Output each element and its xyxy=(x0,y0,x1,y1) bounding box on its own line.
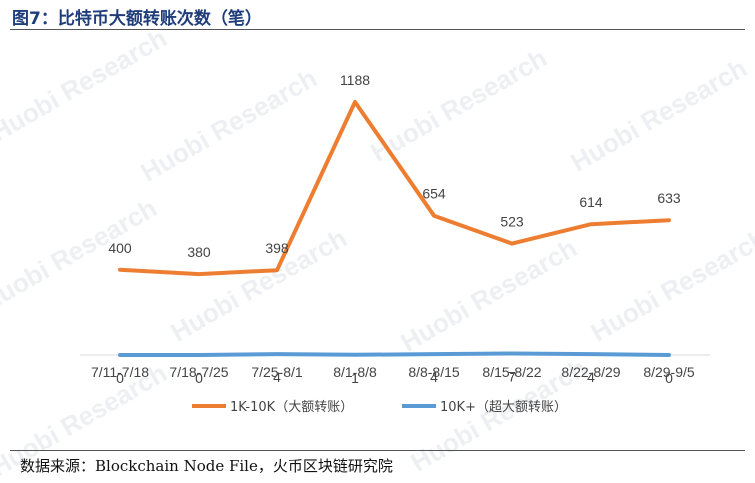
data-label-series-1: 400 xyxy=(108,240,132,256)
x-tick-label: 8/29-9/5 xyxy=(643,364,695,380)
x-tick-label: 7/25-8/1 xyxy=(251,364,303,380)
data-label-series-2: 1 xyxy=(351,370,359,386)
data-label-series-2: 4 xyxy=(587,369,595,385)
data-label-series-1: 398 xyxy=(265,240,289,256)
x-tick-label: 7/11-7/18 xyxy=(91,364,149,380)
data-label-series-2: 7 xyxy=(508,369,516,385)
figure-source: 数据来源：Blockchain Node File，火币区块链研究院 xyxy=(20,457,393,475)
data-label-series-2: 4 xyxy=(273,369,281,385)
title-divider xyxy=(10,29,745,30)
x-tick-label: 8/8-8/15 xyxy=(408,364,460,380)
data-label-series-2: 0 xyxy=(195,370,203,386)
data-label-series-2: 0 xyxy=(116,370,124,386)
data-label-series-1: 1188 xyxy=(340,72,370,88)
x-tick-label: 7/18-7/25 xyxy=(169,364,228,380)
line-chart: 7/11-7/18 7/18-7/25 7/25-8/1 8/1-8/8 8/8-8/1… xyxy=(80,72,710,415)
data-label-series-2: 0 xyxy=(665,370,673,386)
data-label-series-1: 380 xyxy=(187,244,211,260)
data-label-series-1: 633 xyxy=(657,190,681,206)
series-line-2 xyxy=(118,351,671,357)
legend-label-1: 1K-10K（大额转账） xyxy=(230,400,353,415)
x-tick-label: 8/22-8/29 xyxy=(561,364,620,380)
x-tick-label: 8/15-8/22 xyxy=(482,364,541,380)
series-line-1 xyxy=(118,100,671,277)
figure-title: 图7：比特币大额转账次数（笔） xyxy=(12,9,262,29)
data-label-series-1: 654 xyxy=(422,186,446,202)
data-label-series-1: 614 xyxy=(579,194,603,210)
x-tick-label: 8/1-8/8 xyxy=(333,364,377,380)
legend-label-2: 10K+（超大额转账） xyxy=(440,400,567,415)
data-label-series-1: 523 xyxy=(500,214,524,230)
source-divider xyxy=(10,450,745,451)
data-label-series-2: 4 xyxy=(430,369,438,385)
